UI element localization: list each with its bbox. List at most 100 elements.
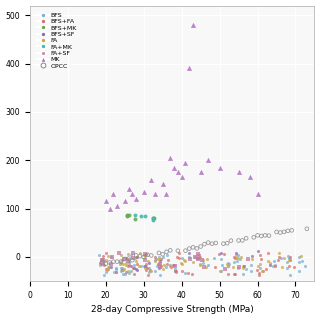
Point bbox=[123, 270, 128, 275]
Point bbox=[115, 259, 120, 264]
Point bbox=[264, 266, 269, 271]
Point bbox=[104, 266, 109, 271]
Point bbox=[119, 252, 124, 257]
Point bbox=[226, 263, 231, 268]
Point bbox=[119, 266, 124, 271]
Point bbox=[217, 252, 222, 257]
Point bbox=[268, 261, 273, 266]
Point bbox=[157, 254, 162, 260]
Point bbox=[125, 257, 130, 262]
Point bbox=[134, 267, 139, 272]
Point bbox=[131, 262, 136, 268]
Point bbox=[180, 262, 185, 267]
Point bbox=[255, 233, 260, 238]
Point bbox=[123, 262, 128, 267]
Point bbox=[143, 253, 148, 258]
Point bbox=[272, 264, 277, 269]
Point bbox=[195, 255, 200, 260]
Point bbox=[101, 254, 106, 259]
Point bbox=[100, 262, 105, 267]
Point bbox=[187, 256, 192, 261]
Point bbox=[258, 261, 263, 267]
Point bbox=[111, 259, 116, 264]
Point bbox=[143, 261, 148, 266]
Point bbox=[304, 226, 309, 231]
Point bbox=[106, 254, 111, 259]
Point bbox=[201, 257, 206, 262]
Point bbox=[156, 262, 162, 267]
Point bbox=[144, 267, 149, 272]
Point bbox=[259, 256, 264, 261]
Point bbox=[282, 229, 287, 235]
Point bbox=[124, 214, 129, 219]
Point bbox=[134, 254, 139, 260]
Point bbox=[195, 256, 200, 261]
Point bbox=[225, 264, 230, 269]
Point bbox=[186, 254, 191, 259]
X-axis label: 28-day Compressive Strength (MPa): 28-day Compressive Strength (MPa) bbox=[91, 306, 253, 315]
Point bbox=[164, 253, 170, 258]
Point bbox=[256, 270, 261, 275]
Point bbox=[125, 259, 130, 264]
Point bbox=[197, 262, 203, 267]
Point bbox=[178, 261, 183, 266]
Point bbox=[255, 268, 260, 273]
Point bbox=[285, 228, 291, 233]
Point bbox=[244, 236, 249, 241]
Point bbox=[126, 269, 131, 274]
Point bbox=[237, 257, 243, 262]
Point bbox=[118, 259, 124, 264]
Point bbox=[109, 254, 115, 259]
Point bbox=[157, 264, 163, 269]
Point bbox=[132, 256, 137, 261]
Point bbox=[182, 270, 187, 276]
Point bbox=[122, 256, 127, 261]
Point bbox=[172, 268, 178, 273]
Point bbox=[114, 267, 119, 272]
Point bbox=[148, 269, 153, 274]
Point bbox=[181, 258, 186, 263]
Point bbox=[210, 241, 215, 246]
Point bbox=[107, 206, 112, 211]
Point bbox=[217, 165, 222, 170]
Point bbox=[120, 257, 125, 262]
Point bbox=[127, 213, 132, 218]
Point bbox=[271, 259, 276, 264]
Point bbox=[165, 258, 170, 263]
Point bbox=[157, 261, 162, 267]
Point bbox=[103, 270, 108, 275]
Point bbox=[129, 263, 134, 268]
Point bbox=[141, 264, 146, 269]
Point bbox=[189, 271, 194, 276]
Point bbox=[152, 254, 157, 260]
Point bbox=[128, 252, 133, 257]
Point bbox=[123, 260, 128, 266]
Point bbox=[151, 215, 156, 220]
Point bbox=[126, 187, 131, 192]
Point bbox=[234, 259, 239, 264]
Point bbox=[204, 264, 209, 269]
Point bbox=[155, 264, 160, 269]
Point bbox=[218, 256, 223, 261]
Point bbox=[134, 261, 139, 267]
Point bbox=[222, 267, 227, 272]
Point bbox=[117, 261, 122, 267]
Point bbox=[150, 218, 156, 223]
Point bbox=[124, 212, 129, 218]
Point bbox=[151, 216, 156, 221]
Point bbox=[168, 248, 173, 253]
Point bbox=[131, 255, 136, 260]
Point bbox=[196, 256, 202, 261]
Point bbox=[141, 252, 147, 258]
Point bbox=[131, 266, 136, 271]
Point bbox=[225, 241, 230, 246]
Point bbox=[103, 199, 108, 204]
Point bbox=[226, 272, 231, 277]
Point bbox=[146, 266, 151, 271]
Point bbox=[146, 259, 151, 264]
Point bbox=[117, 260, 122, 265]
Point bbox=[175, 170, 180, 175]
Point bbox=[201, 260, 206, 265]
Point bbox=[156, 256, 161, 261]
Point bbox=[122, 199, 127, 204]
